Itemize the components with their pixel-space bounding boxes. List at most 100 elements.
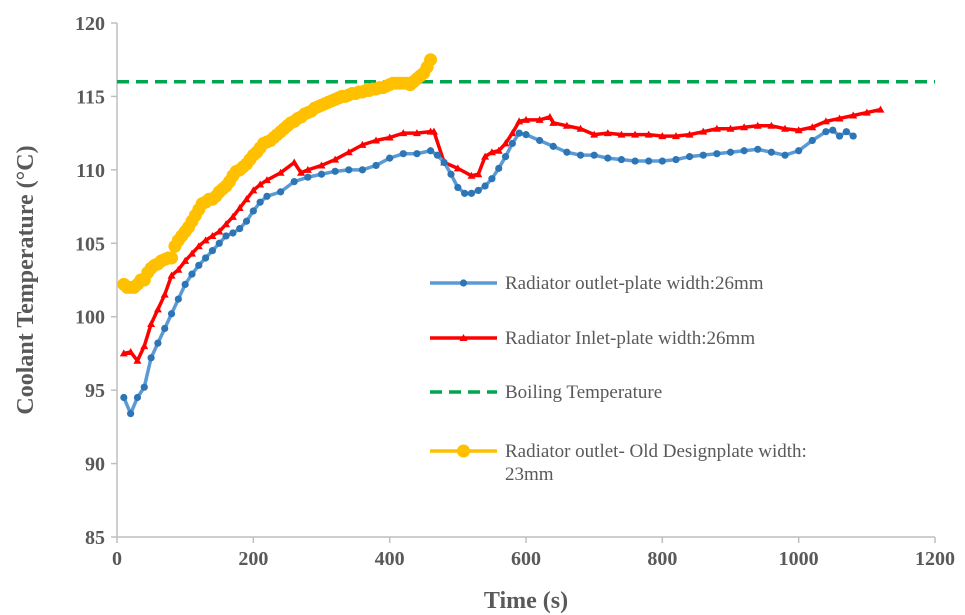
data-point (147, 354, 155, 362)
data-point (447, 170, 455, 178)
legend: Radiator outlet-plate width:26mm Radiator… (430, 273, 807, 485)
data-point (515, 129, 523, 137)
data-point (508, 129, 517, 137)
data-point (712, 124, 721, 132)
data-point (835, 114, 844, 122)
data-point (235, 204, 244, 212)
data-point (249, 207, 257, 215)
data-point (658, 132, 667, 140)
data-point (829, 126, 837, 134)
legend-item-2: Radiator Inlet-plate width:26mm (430, 328, 755, 349)
data-point (290, 158, 299, 166)
data-point (726, 148, 735, 156)
data-point (822, 128, 830, 136)
data-point (808, 136, 816, 145)
data-point (563, 148, 571, 156)
data-point (167, 310, 176, 318)
data-point (590, 151, 598, 159)
data-point (165, 251, 179, 265)
y-axis-title: Coolant Temperature (°C) (13, 145, 39, 414)
data-point (671, 132, 680, 140)
data-point (154, 339, 162, 347)
data-point (358, 140, 367, 148)
data-point (345, 166, 353, 174)
data-point (304, 173, 312, 181)
data-point (140, 383, 148, 391)
y-tick-label: 115 (76, 86, 105, 108)
data-point (331, 167, 339, 175)
data-point (161, 324, 169, 333)
data-point (201, 236, 210, 244)
data-point (228, 212, 237, 220)
data-point (604, 154, 612, 162)
data-point (740, 147, 748, 155)
x-axis-title: Time (s) (484, 588, 568, 614)
data-point (753, 121, 762, 129)
data-point (167, 271, 176, 279)
data-point (685, 130, 694, 138)
data-point (140, 342, 149, 350)
data-point (481, 152, 490, 160)
y-tick-label: 100 (75, 307, 105, 329)
x-tick-label: 1000 (779, 548, 819, 570)
tick-labels: 0 200 400 600 800 1000 1200 85 90 95 100 105 110 115 1… (75, 13, 955, 570)
data-point (488, 175, 496, 183)
data-point (781, 151, 789, 159)
data-point (208, 247, 217, 255)
data-point (317, 161, 326, 169)
data-point (440, 158, 448, 167)
data-point (808, 123, 817, 131)
data-point (153, 305, 162, 313)
data-point (188, 270, 196, 278)
data-point (515, 117, 524, 125)
x-tick-label: 1200 (915, 548, 955, 570)
data-point (481, 182, 489, 190)
data-point (242, 217, 251, 225)
data-point (842, 128, 850, 136)
data-point (536, 136, 544, 145)
data-point (222, 232, 230, 240)
data-point (781, 124, 790, 132)
data-point (236, 225, 244, 233)
data-point (474, 170, 483, 178)
data-point (644, 130, 653, 138)
data-point (726, 124, 735, 132)
data-point (358, 166, 366, 174)
data-point (256, 198, 264, 206)
data-point (794, 126, 803, 134)
data-point (459, 279, 468, 287)
data-point (174, 295, 182, 303)
data-point (454, 183, 462, 192)
data-point (202, 254, 210, 262)
data-point (263, 192, 271, 200)
data-point (495, 164, 503, 172)
data-point (181, 280, 189, 289)
data-point (501, 153, 510, 161)
data-point (215, 239, 223, 247)
legend-label: Radiator outlet- Old Designplate width: 2… (505, 441, 807, 485)
y-tick-label: 110 (76, 160, 105, 182)
series-layer (117, 53, 935, 418)
data-point (849, 132, 857, 140)
data-point (508, 139, 516, 148)
data-point (672, 155, 680, 164)
x-tick-label: 0 (112, 548, 122, 570)
data-point (187, 249, 196, 257)
data-point (424, 53, 438, 67)
series-1 (120, 126, 857, 418)
data-point (603, 129, 612, 137)
data-point (631, 130, 640, 138)
legend-item-1: Radiator outlet-plate width:26mm (430, 273, 764, 294)
data-point (576, 124, 585, 132)
data-point (297, 168, 306, 176)
data-point (195, 261, 203, 269)
data-point (290, 178, 298, 186)
data-point (699, 127, 708, 135)
y-tick-label: 95 (85, 380, 105, 402)
y-tick-label: 105 (75, 233, 105, 255)
data-point (562, 121, 571, 129)
data-point (457, 444, 470, 458)
legend-item-3: Boiling Temperature (430, 382, 662, 403)
data-point (429, 127, 438, 135)
